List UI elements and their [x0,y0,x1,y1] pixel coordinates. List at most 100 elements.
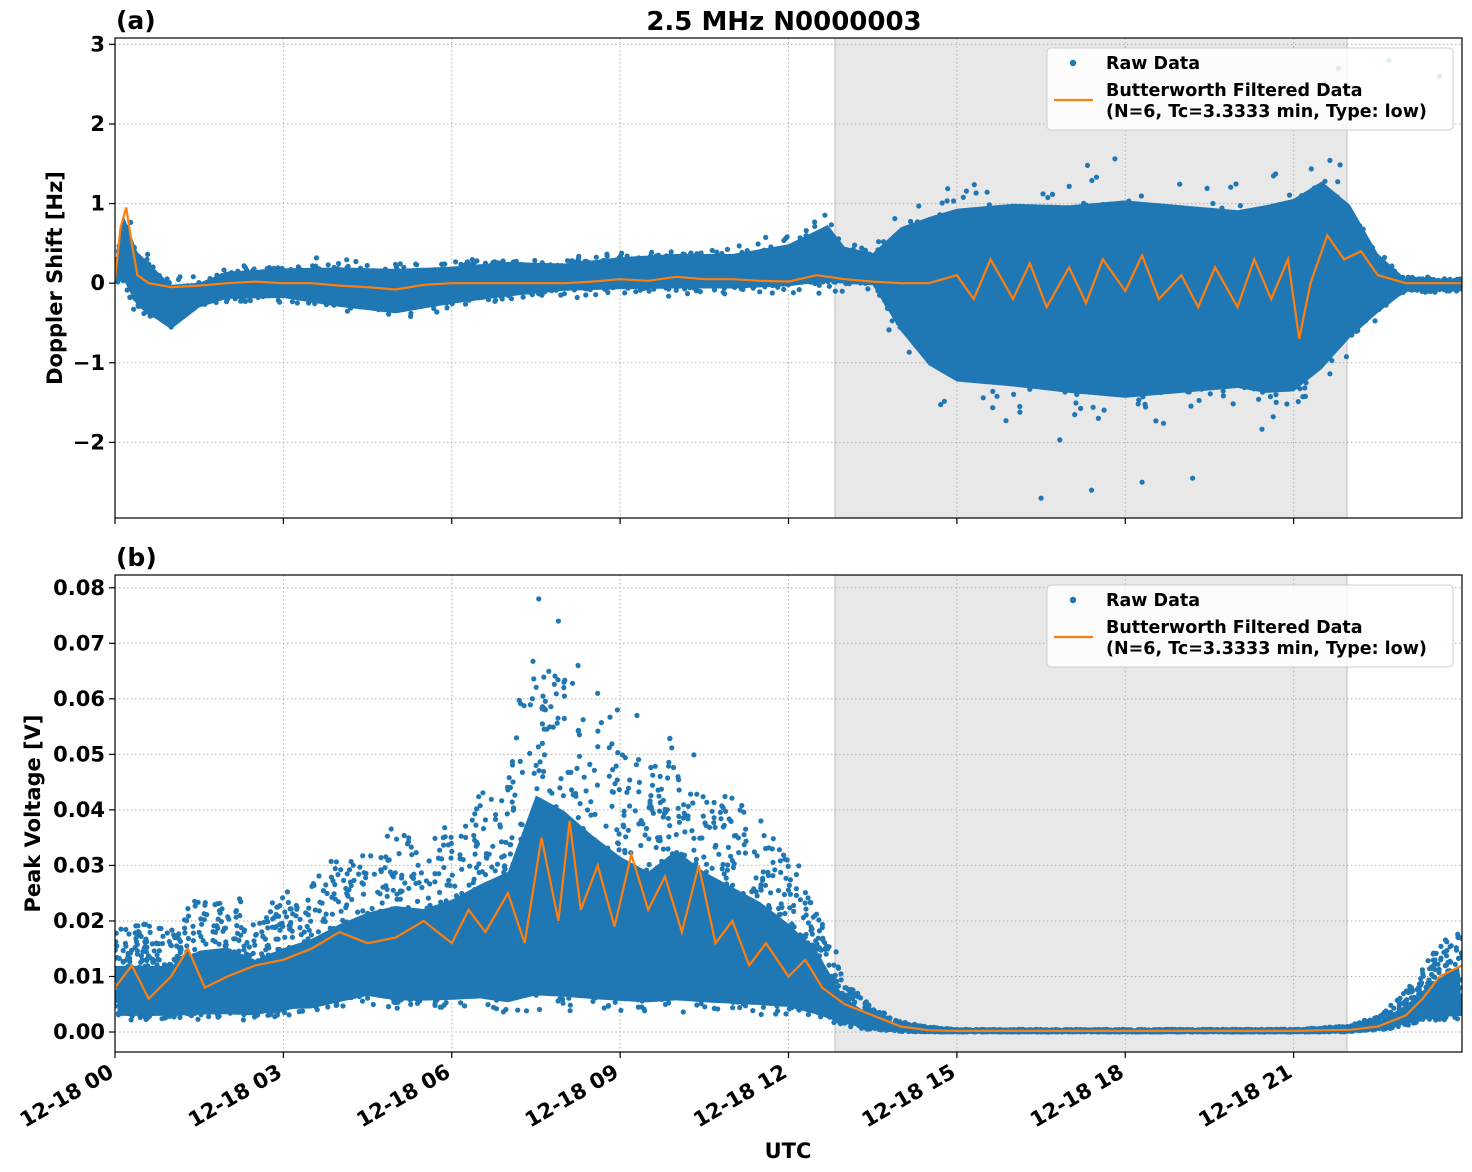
raw-data-point [1259,426,1265,432]
raw-data-point [1308,166,1314,172]
raw-data-point [1233,181,1239,187]
raw-data-point [973,190,979,196]
raw-data-point [649,249,655,255]
raw-data-point [442,261,448,267]
raw-data-point [127,294,133,300]
raw-data-point [812,219,818,225]
raw-data-point [796,287,802,293]
raw-data-point [666,293,672,299]
raw-data-point [1078,405,1084,411]
raw-data-point [951,198,957,204]
raw-data-point [294,300,300,306]
raw-data-point [1204,185,1210,191]
raw-data-point [576,253,582,259]
raw-data-point [826,283,833,289]
raw-data-point [238,298,244,304]
raw-data-point [1072,412,1078,418]
raw-data-point [469,257,475,263]
raw-data-point [335,260,342,267]
raw-data-point [593,292,599,298]
raw-data-point [453,259,459,265]
raw-data-point [984,189,990,195]
raw-data-point [1273,392,1279,398]
chart-title: 2.5 MHz N0000003 [646,7,921,37]
raw-data-point [963,188,970,194]
raw-data-point [1207,391,1213,397]
raw-data-point [568,258,574,264]
raw-data-point [289,299,295,305]
raw-data-point [1327,157,1333,163]
raw-data-point [757,289,763,295]
raw-data-point [720,289,726,295]
raw-data-point [709,247,715,254]
raw-data-point [434,309,440,315]
raw-data-point [492,298,498,304]
raw-data-point [980,395,986,401]
raw-data-point [1073,400,1079,406]
raw-data-point [1138,193,1144,199]
raw-data-point [397,261,403,267]
raw-data-point [1372,318,1378,324]
raw-data-point [266,265,272,271]
raw-data-point [714,249,720,255]
raw-data-point [1017,403,1023,410]
raw-data-point [1177,181,1183,187]
raw-data-point [344,257,350,263]
raw-data-point [605,289,611,296]
raw-data-point [1040,191,1046,197]
raw-data-point [784,234,790,240]
raw-data-point [1237,203,1243,209]
raw-data-point [994,393,1000,399]
raw-data-point [604,251,610,257]
raw-data-point [763,234,769,240]
raw-data-point [1230,401,1236,407]
raw-data-point [241,263,247,269]
raw-data-point [769,290,775,296]
raw-data-point [508,296,515,302]
raw-data-point [755,241,761,247]
raw-data-point [803,228,809,234]
raw-data-point [325,262,331,268]
raw-data-point [145,251,151,257]
raw-data-point [190,274,196,280]
raw-data-point [131,306,137,312]
raw-data-point [876,239,882,245]
raw-data-point [593,254,599,260]
raw-data-point [1011,391,1017,397]
raw-data-point [247,298,253,304]
raw-data-point [1329,357,1335,364]
raw-data-point [990,405,996,411]
raw-data-point [408,310,414,316]
raw-data-point [444,305,450,311]
x-axis-label: UTC [765,1139,812,1163]
raw-data-point [1322,178,1328,184]
raw-data-point [1045,194,1051,201]
raw-data-point [1089,177,1095,184]
raw-data-point [1084,162,1091,168]
raw-data-point [673,287,679,293]
raw-data-point [1256,396,1262,402]
raw-data-point [1188,403,1194,409]
raw-data-point [1405,274,1411,280]
raw-data-point [711,287,718,293]
raw-data-point [971,182,977,188]
raw-data-point [1273,399,1279,405]
raw-data-point [1267,394,1273,400]
raw-data-point [392,261,399,268]
raw-data-point [938,402,944,408]
raw-data-point [1335,179,1341,185]
raw-data-point [1270,173,1277,179]
raw-data-point [790,290,797,296]
raw-data-point [313,255,320,261]
raw-data-point [941,398,948,404]
raw-data-point [906,349,912,355]
raw-data-point [886,327,892,333]
raw-data-point [386,311,392,317]
raw-data-point [889,318,895,324]
raw-data-point [1297,386,1303,392]
raw-data-point [1017,409,1023,415]
raw-data-point [684,291,691,297]
raw-data-point [1135,401,1141,407]
raw-data-point [223,299,230,305]
